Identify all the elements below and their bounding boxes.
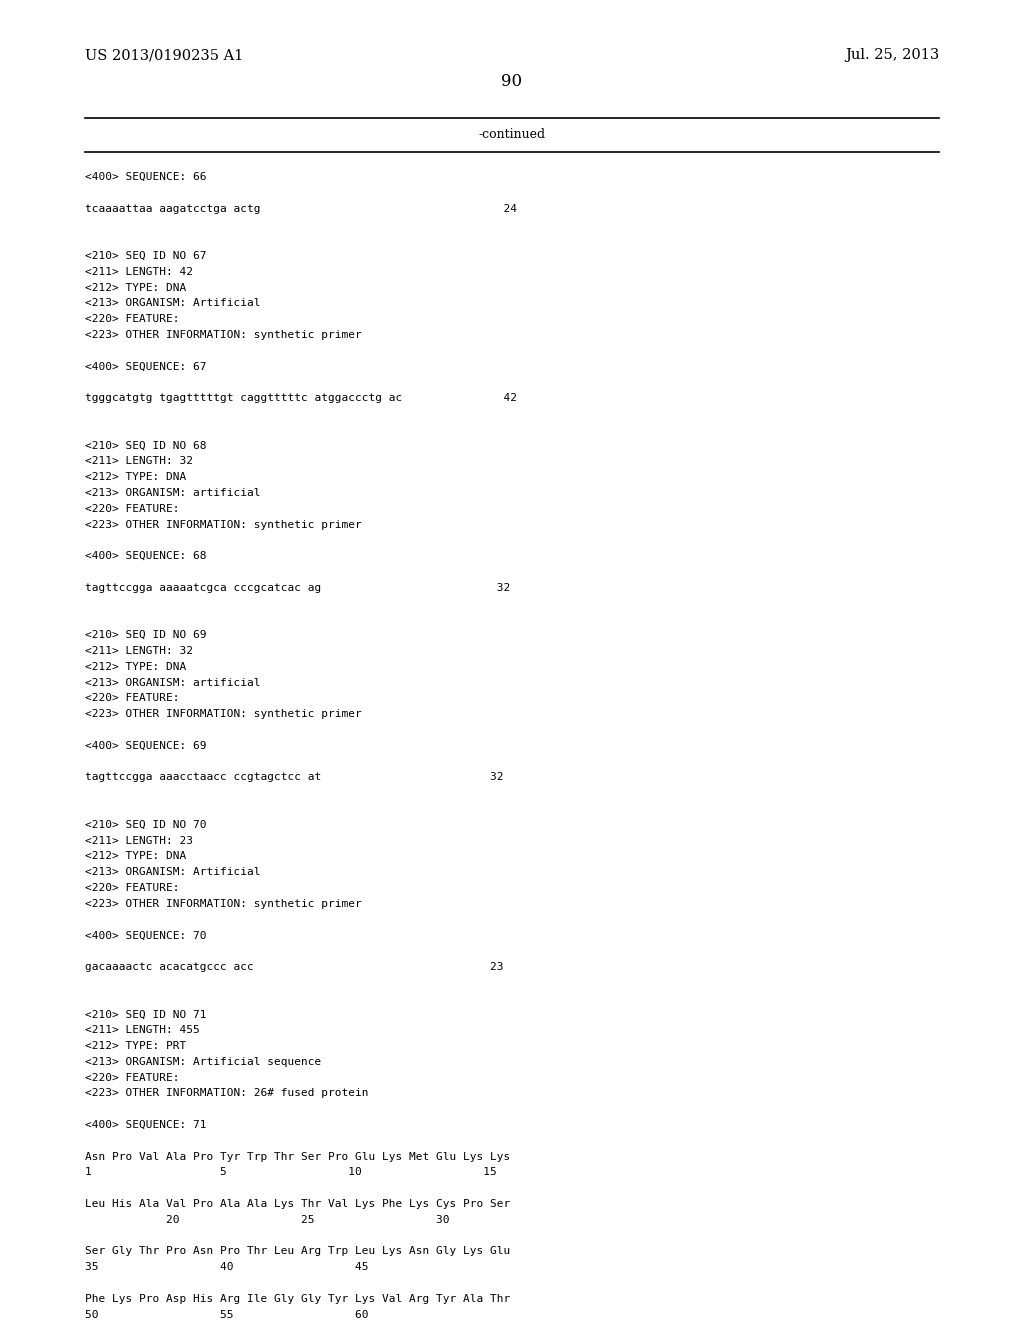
Text: <223> OTHER INFORMATION: synthetic primer: <223> OTHER INFORMATION: synthetic prime…: [85, 330, 361, 341]
Text: <210> SEQ ID NO 67: <210> SEQ ID NO 67: [85, 251, 207, 261]
Text: tgggcatgtg tgagtttttgt caggtttttc atggaccctg ac               42: tgggcatgtg tgagtttttgt caggtttttc atggac…: [85, 393, 517, 403]
Text: <210> SEQ ID NO 70: <210> SEQ ID NO 70: [85, 820, 207, 830]
Text: <400> SEQUENCE: 70: <400> SEQUENCE: 70: [85, 931, 207, 940]
Text: <220> FEATURE:: <220> FEATURE:: [85, 883, 179, 894]
Text: <212> TYPE: DNA: <212> TYPE: DNA: [85, 473, 186, 482]
Text: <211> LENGTH: 455: <211> LENGTH: 455: [85, 1026, 200, 1035]
Text: <213> ORGANISM: artificial: <213> ORGANISM: artificial: [85, 488, 260, 498]
Text: 20                  25                  30: 20 25 30: [85, 1214, 450, 1225]
Text: <213> ORGANISM: Artificial sequence: <213> ORGANISM: Artificial sequence: [85, 1057, 322, 1067]
Text: <211> LENGTH: 42: <211> LENGTH: 42: [85, 267, 193, 277]
Text: -continued: -continued: [478, 128, 546, 141]
Text: <223> OTHER INFORMATION: synthetic primer: <223> OTHER INFORMATION: synthetic prime…: [85, 520, 361, 529]
Text: 50                  55                  60: 50 55 60: [85, 1309, 369, 1320]
Text: Phe Lys Pro Asp His Arg Ile Gly Gly Tyr Lys Val Arg Tyr Ala Thr: Phe Lys Pro Asp His Arg Ile Gly Gly Tyr …: [85, 1294, 510, 1304]
Text: <400> SEQUENCE: 68: <400> SEQUENCE: 68: [85, 552, 207, 561]
Text: <210> SEQ ID NO 71: <210> SEQ ID NO 71: [85, 1010, 207, 1019]
Text: <212> TYPE: DNA: <212> TYPE: DNA: [85, 851, 186, 862]
Text: <400> SEQUENCE: 66: <400> SEQUENCE: 66: [85, 172, 207, 182]
Text: <400> SEQUENCE: 67: <400> SEQUENCE: 67: [85, 362, 207, 372]
Text: US 2013/0190235 A1: US 2013/0190235 A1: [85, 48, 244, 62]
Text: <213> ORGANISM: Artificial: <213> ORGANISM: Artificial: [85, 867, 260, 878]
Text: tagttccgga aaaaatcgca cccgcatcac ag                          32: tagttccgga aaaaatcgca cccgcatcac ag 32: [85, 583, 510, 593]
Text: 35                  40                  45: 35 40 45: [85, 1262, 369, 1272]
Text: <223> OTHER INFORMATION: synthetic primer: <223> OTHER INFORMATION: synthetic prime…: [85, 709, 361, 719]
Text: <212> TYPE: DNA: <212> TYPE: DNA: [85, 661, 186, 672]
Text: <212> TYPE: PRT: <212> TYPE: PRT: [85, 1041, 186, 1051]
Text: <211> LENGTH: 32: <211> LENGTH: 32: [85, 457, 193, 466]
Text: <220> FEATURE:: <220> FEATURE:: [85, 314, 179, 325]
Text: tagttccgga aaacctaacc ccgtagctcc at                         32: tagttccgga aaacctaacc ccgtagctcc at 32: [85, 772, 504, 783]
Text: <220> FEATURE:: <220> FEATURE:: [85, 1073, 179, 1082]
Text: <400> SEQUENCE: 69: <400> SEQUENCE: 69: [85, 741, 207, 751]
Text: <213> ORGANISM: artificial: <213> ORGANISM: artificial: [85, 677, 260, 688]
Text: <223> OTHER INFORMATION: 26# fused protein: <223> OTHER INFORMATION: 26# fused prote…: [85, 1089, 369, 1098]
Text: <220> FEATURE:: <220> FEATURE:: [85, 693, 179, 704]
Text: Leu His Ala Val Pro Ala Ala Lys Thr Val Lys Phe Lys Cys Pro Ser: Leu His Ala Val Pro Ala Ala Lys Thr Val …: [85, 1199, 510, 1209]
Text: gacaaaactc acacatgccc acc                                   23: gacaaaactc acacatgccc acc 23: [85, 962, 504, 972]
Text: 90: 90: [502, 74, 522, 91]
Text: <213> ORGANISM: Artificial: <213> ORGANISM: Artificial: [85, 298, 260, 309]
Text: tcaaaattaa aagatcctga actg                                    24: tcaaaattaa aagatcctga actg 24: [85, 203, 517, 214]
Text: <400> SEQUENCE: 71: <400> SEQUENCE: 71: [85, 1119, 207, 1130]
Text: <210> SEQ ID NO 68: <210> SEQ ID NO 68: [85, 441, 207, 450]
Text: <211> LENGTH: 23: <211> LENGTH: 23: [85, 836, 193, 846]
Text: <220> FEATURE:: <220> FEATURE:: [85, 504, 179, 513]
Text: <210> SEQ ID NO 69: <210> SEQ ID NO 69: [85, 630, 207, 640]
Text: Jul. 25, 2013: Jul. 25, 2013: [845, 48, 939, 62]
Text: 1                   5                  10                  15: 1 5 10 15: [85, 1167, 497, 1177]
Text: <212> TYPE: DNA: <212> TYPE: DNA: [85, 282, 186, 293]
Text: <223> OTHER INFORMATION: synthetic primer: <223> OTHER INFORMATION: synthetic prime…: [85, 899, 361, 908]
Text: <211> LENGTH: 32: <211> LENGTH: 32: [85, 645, 193, 656]
Text: Ser Gly Thr Pro Asn Pro Thr Leu Arg Trp Leu Lys Asn Gly Lys Glu: Ser Gly Thr Pro Asn Pro Thr Leu Arg Trp …: [85, 1246, 510, 1257]
Text: Asn Pro Val Ala Pro Tyr Trp Thr Ser Pro Glu Lys Met Glu Lys Lys: Asn Pro Val Ala Pro Tyr Trp Thr Ser Pro …: [85, 1151, 510, 1162]
